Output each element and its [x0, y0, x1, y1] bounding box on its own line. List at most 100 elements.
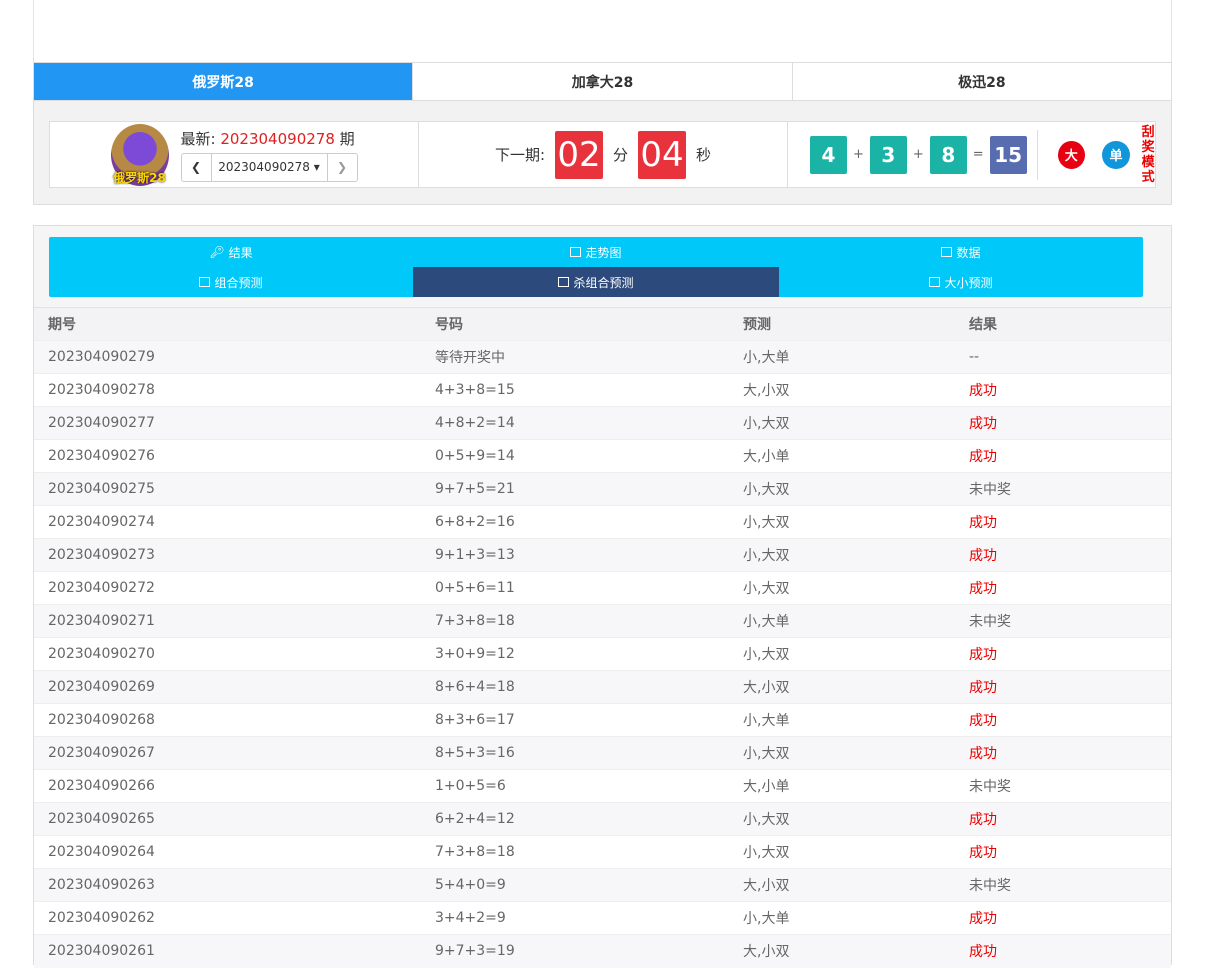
prediction-cell: 小,大双 [729, 472, 955, 506]
numbers-cell: 8+3+6=17 [421, 703, 729, 737]
result-cell: 成功 [955, 373, 1171, 407]
result-cell: 成功 [955, 901, 1171, 935]
result-cell: 未中奖 [955, 604, 1171, 638]
result-cell: -- [955, 340, 1171, 374]
numbers-cell: 4+3+8=15 [421, 373, 729, 407]
period-cell: 202304090273 [34, 538, 421, 572]
prediction-cell: 大,小双 [729, 868, 955, 902]
result-section: 4 + 3 + 8 = 15 大 单 刮奖模式 [788, 122, 1155, 187]
numbers-cell: 3+0+9=12 [421, 637, 729, 671]
table-row: 202304090272 0+5+6=11 小,大双 成功 [34, 571, 1171, 605]
numbers-cell: 9+7+5=21 [421, 472, 729, 506]
period-cell: 202304090264 [34, 835, 421, 869]
chart-icon [558, 277, 570, 287]
tab-canada28[interactable]: 加拿大28 [413, 63, 793, 100]
countdown-section: 下一期: 02 分 04 秒 [419, 122, 788, 187]
prediction-nav: 🔑︎ 结果 走势图 数据 组合预测 杀组合预测 大小预测 [49, 237, 1143, 297]
nav-data[interactable]: 数据 [779, 237, 1143, 267]
period-cell: 202304090268 [34, 703, 421, 737]
result-cell: 成功 [955, 637, 1171, 671]
prev-period-button[interactable]: ❮ [182, 154, 211, 181]
latest-section: 俄罗斯28 最新: 202304090278 期 ❮ 202304090278 … [50, 122, 419, 187]
period-cell: 202304090265 [34, 802, 421, 836]
chart-icon [570, 247, 582, 257]
result-cell: 未中奖 [955, 769, 1171, 803]
table-row: 202304090267 8+5+3=16 小,大双 成功 [34, 736, 1171, 770]
period-select[interactable]: 202304090278 ▾ [210, 153, 328, 181]
game-logo: 俄罗斯28 [110, 123, 169, 186]
nav-trend-chart[interactable]: 走势图 [413, 237, 779, 267]
scratch-mode-link[interactable]: 刮奖模式 [1141, 124, 1155, 185]
numbers-cell: 4+8+2=14 [421, 406, 729, 440]
result-cell: 成功 [955, 406, 1171, 440]
col-numbers: 号码 [421, 307, 729, 341]
nav-kill-combo-prediction[interactable]: 杀组合预测 [413, 267, 779, 297]
period-cell: 202304090272 [34, 571, 421, 605]
table-row: 202304090274 6+8+2=16 小,大双 成功 [34, 505, 1171, 539]
result-cell: 成功 [955, 703, 1171, 737]
prediction-cell: 大,小单 [729, 439, 955, 473]
prediction-cell: 小,大单 [729, 340, 955, 374]
result-cell: 成功 [955, 670, 1171, 704]
table-row: 202304090263 5+4+0=9 大,小双 未中奖 [34, 868, 1171, 902]
period-cell: 202304090262 [34, 901, 421, 935]
game-tabs: 俄罗斯28 加拿大28 极迅28 [33, 62, 1172, 101]
tab-jixun28[interactable]: 极迅28 [958, 74, 1006, 91]
table-row: 202304090278 4+3+8=15 大,小双 成功 [34, 373, 1171, 407]
prediction-cell: 小,大双 [729, 802, 955, 836]
numbers-cell: 7+3+8=18 [421, 604, 729, 638]
nav-results[interactable]: 🔑︎ 结果 [209, 245, 253, 260]
period-cell: 202304090271 [34, 604, 421, 638]
result-ball: 4 [810, 135, 847, 174]
period-cell: 202304090278 [34, 373, 421, 407]
numbers-cell: 5+4+0=9 [421, 868, 729, 902]
numbers-cell: 3+4+2=9 [421, 901, 729, 935]
period-cell: 202304090277 [34, 406, 421, 440]
col-prediction: 预测 [729, 307, 955, 341]
draw-info-panel: 俄罗斯28 最新: 202304090278 期 ❮ 202304090278 … [33, 101, 1172, 205]
chevron-left-icon: ❮ [190, 160, 202, 174]
parity-badge: 单 [1102, 140, 1130, 169]
result-cell: 成功 [955, 505, 1171, 539]
period-cell: 202304090274 [34, 505, 421, 539]
header-area [33, 0, 1172, 62]
period-cell: 202304090275 [34, 472, 421, 506]
result-sum: 15 [989, 135, 1027, 174]
nav-combo-prediction[interactable]: 组合预测 [49, 267, 413, 297]
prediction-cell: 小,大双 [729, 736, 955, 770]
table-row: 202304090269 8+6+4=18 大,小双 成功 [34, 670, 1171, 704]
size-badge: 大 [1057, 140, 1085, 169]
result-cell: 成功 [955, 736, 1171, 770]
result-cell: 成功 [955, 934, 1171, 968]
prediction-table: 期号 号码 预测 结果 202304090279 等待开奖中 小,大单 -- 20230… [34, 307, 1171, 968]
prediction-cell: 小,大双 [729, 637, 955, 671]
numbers-cell: 6+8+2=16 [421, 505, 729, 539]
result-cell: 成功 [955, 835, 1171, 869]
caret-down-icon: ▾ [313, 160, 320, 174]
result-cell: 成功 [955, 538, 1171, 572]
table-row: 202304090262 3+4+2=9 小,大单 成功 [34, 901, 1171, 935]
prediction-cell: 小,大双 [729, 571, 955, 605]
prediction-cell: 小,大单 [729, 604, 955, 638]
period-cell: 202304090270 [34, 637, 421, 671]
next-period-button[interactable]: ❯ [328, 154, 357, 181]
period-cell: 202304090267 [34, 736, 421, 770]
nav-size-prediction[interactable]: 大小预测 [779, 267, 1143, 297]
table-row: 202304090265 6+2+4=12 小,大双 成功 [34, 802, 1171, 836]
numbers-cell: 等待开奖中 [421, 340, 729, 374]
table-row: 202304090273 9+1+3=13 小,大双 成功 [34, 538, 1171, 572]
prediction-panel: 🔑︎ 结果 走势图 数据 组合预测 杀组合预测 大小预测 期号 号码 预测 结果 … [33, 225, 1172, 968]
countdown-seconds: 04 [638, 130, 687, 179]
table-row: 202304090279 等待开奖中 小,大单 -- [34, 340, 1171, 374]
result-cell: 成功 [955, 802, 1171, 836]
table-row: 202304090270 3+0+9=12 小,大双 成功 [34, 637, 1171, 671]
result-ball: 8 [929, 135, 967, 174]
table-row: 202304090268 8+3+6=17 小,大单 成功 [34, 703, 1171, 737]
table-row: 202304090275 9+7+5=21 小,大双 未中奖 [34, 472, 1171, 506]
table-row: 202304090264 7+3+8=18 小,大双 成功 [34, 835, 1171, 869]
period-cell: 202304090266 [34, 769, 421, 803]
numbers-cell: 9+7+3=19 [421, 934, 729, 968]
prediction-cell: 小,大单 [729, 703, 955, 737]
tab-russia28[interactable]: 俄罗斯28 [34, 63, 414, 100]
table-row: 202304090276 0+5+9=14 大,小单 成功 [34, 439, 1171, 473]
